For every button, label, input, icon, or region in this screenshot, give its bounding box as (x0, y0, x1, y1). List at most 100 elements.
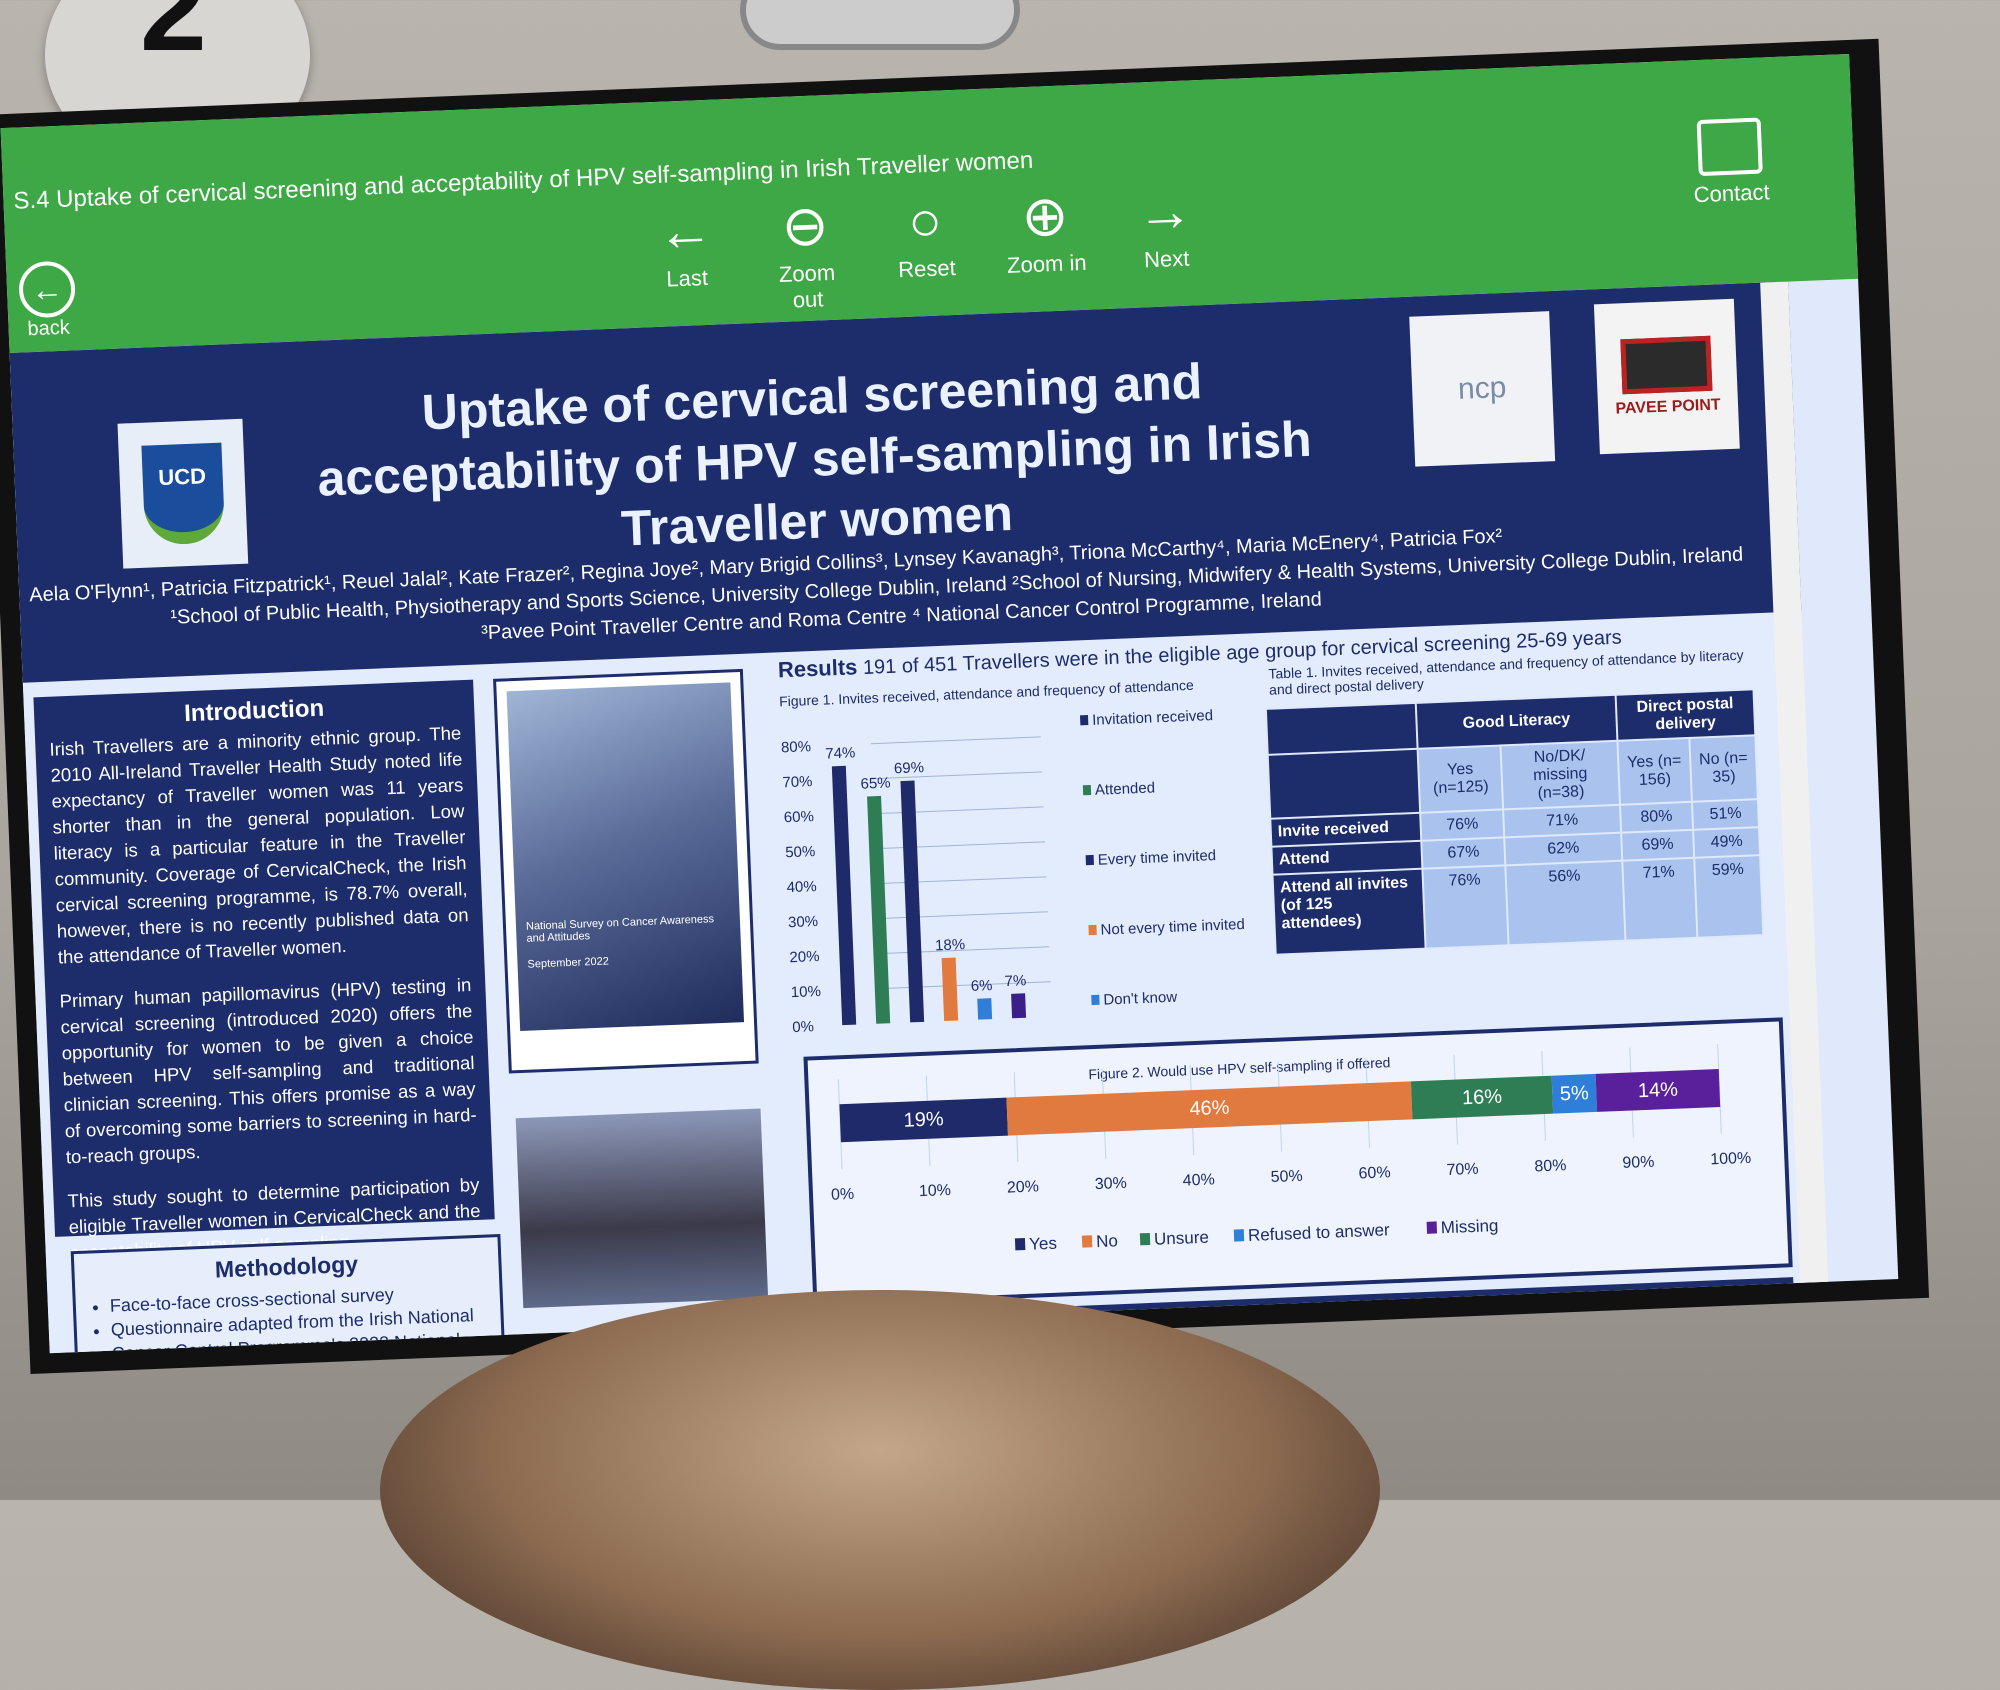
bar (831, 765, 857, 1026)
arrow-left-icon: ← (655, 197, 715, 263)
table-sub-header: Yes (n=125) (1417, 745, 1504, 813)
stacked-segment (1551, 1073, 1598, 1114)
intro-paragraph: Irish Travellers are a minority ethnic g… (49, 722, 469, 968)
brochure-text: National Survey on Cancer Awareness and … (525, 913, 715, 945)
pavee-art-icon (1620, 335, 1713, 394)
legend-label: Don't know (1103, 989, 1178, 1009)
ucd-logo: UCD (117, 418, 249, 569)
table-group-header: Direct postal delivery (1615, 689, 1756, 741)
figure1-bar-chart: 0% 10% 20% 30% 40% 50% 60% 70% 80% 74%65%69% 18% 6%… (781, 707, 1245, 1036)
ucd-shield-icon: UCD (140, 442, 225, 546)
x-tick-label: 30% (1094, 1175, 1127, 1193)
table-group-header: Good Literacy (1415, 694, 1618, 749)
x-tick-label: 60% (1358, 1164, 1391, 1182)
ceiling-fixture (740, 0, 1020, 50)
table1: Good Literacy Direct postal delivery Yes … (1265, 688, 1765, 955)
x-tick-label: 10% (919, 1182, 952, 1200)
search-icon: ○ (906, 188, 944, 253)
legend-swatch (1081, 1235, 1093, 1248)
x-tick-label: 80% (1534, 1157, 1567, 1175)
bar (900, 780, 925, 1023)
segment-label: 46% (1189, 1097, 1230, 1121)
zoom-out-icon: ⊖ (780, 193, 830, 258)
figure2-stacked-bar-chart: Figure 2. Would use HPV self-sampling if… (831, 1043, 1752, 1254)
legend-label: Not every time invited (1100, 916, 1245, 939)
y-tick-label: 20% (789, 948, 820, 966)
methodology-section: Methodology Face-to-face cross-sectional… (70, 1234, 506, 1354)
x-tick-label: 0% (831, 1186, 855, 1204)
legend-label: Attended (1095, 779, 1156, 798)
segment-label: 19% (903, 1108, 944, 1132)
pavee-point-logo: PAVEE POINT (1593, 298, 1740, 455)
legend-label: Every time invited (1097, 847, 1216, 869)
stacked-segment (1006, 1081, 1413, 1136)
y-tick-label: 30% (788, 913, 819, 931)
bar (941, 957, 959, 1022)
gridline (873, 806, 1044, 815)
legend-swatch (1014, 1237, 1026, 1251)
last-button[interactable]: ← Last (644, 194, 729, 319)
y-tick-label: 50% (785, 843, 816, 861)
data-label: 7% (1004, 972, 1026, 990)
y-tick-label: 40% (786, 878, 817, 896)
y-tick-label: 70% (782, 773, 813, 791)
back-button[interactable]: ← back (17, 260, 77, 341)
bar (867, 795, 891, 1024)
data-label: 69% (894, 759, 925, 777)
intro-paragraph: Primary human papillomavirus (HPV) testi… (59, 973, 477, 1168)
next-button[interactable]: → Next (1123, 175, 1208, 300)
y-tick-label: 80% (781, 738, 812, 756)
legend-label: Missing (1440, 1216, 1498, 1237)
table-sub-header: No/DK/ missing (n=38) (1500, 740, 1620, 810)
table-sub-header: Yes (n= 156) (1617, 737, 1693, 805)
x-tick-label: 20% (1007, 1178, 1040, 1196)
legend-swatch (1139, 1232, 1151, 1246)
gridline (877, 911, 1048, 920)
brochure-image: National Survey on Cancer Awareness and … (493, 668, 759, 1074)
legend-swatch (1085, 854, 1094, 866)
data-label: 74% (825, 744, 856, 762)
segment-label: 14% (1637, 1079, 1678, 1103)
data-label: 65% (860, 775, 891, 793)
stacked-segment (839, 1097, 1008, 1143)
legend-label: Yes (1029, 1234, 1057, 1254)
poster-header: UCD Uptake of cervical screening and acc… (9, 281, 1802, 683)
gridline (870, 736, 1041, 745)
arrow-left-circle-icon: ← (17, 260, 77, 319)
x-tick-label: 70% (1446, 1161, 1479, 1179)
y-tick-label: 0% (792, 1018, 814, 1036)
chat-bubble-icon (1696, 117, 1763, 177)
legend-swatch (1233, 1229, 1245, 1242)
segment-label: 16% (1462, 1086, 1503, 1110)
x-tick-label: 90% (1622, 1154, 1655, 1172)
legend-swatch (1091, 994, 1100, 1006)
audience-head (380, 1290, 1380, 1690)
brochure-date: September 2022 (527, 955, 610, 971)
bar (1011, 993, 1027, 1019)
table-sub-header: No (n= 35) (1689, 735, 1758, 802)
ncp-logo: ncp (1409, 311, 1556, 467)
legend-swatch (1088, 924, 1097, 936)
legend-label: Refused to answer (1248, 1220, 1391, 1245)
introduction-section: Introduction Irish Travellers are a mino… (33, 679, 495, 1263)
gridline (875, 841, 1046, 850)
zoom-in-button[interactable]: ⊕ Zoom in (1004, 180, 1089, 305)
zoom-out-button[interactable]: ⊖ Zoom out (764, 189, 849, 314)
legend-swatch (1079, 715, 1089, 726)
x-tick-label: 50% (1270, 1168, 1303, 1186)
contact-button[interactable]: Contact (1691, 117, 1770, 208)
traveller-women-photo (515, 1108, 769, 1309)
data-label: 6% (970, 977, 992, 995)
results-section: Results 191 of 451 Travellers were in th… (777, 617, 1796, 1354)
legend-label: Invitation received (1092, 707, 1213, 729)
legend-label: Unsure (1154, 1228, 1210, 1249)
poster-viewer: S.4 Uptake of cervical screening and acc… (0, 53, 1899, 1354)
stacked-segment (1410, 1075, 1554, 1120)
stacked-segment (1595, 1068, 1721, 1112)
legend-swatch (1082, 784, 1092, 796)
gridline (876, 876, 1047, 885)
legend-swatch (1426, 1221, 1438, 1234)
gridline (872, 771, 1043, 780)
x-tick-label: 40% (1182, 1171, 1215, 1189)
reset-button[interactable]: ○ Reset (884, 185, 969, 310)
